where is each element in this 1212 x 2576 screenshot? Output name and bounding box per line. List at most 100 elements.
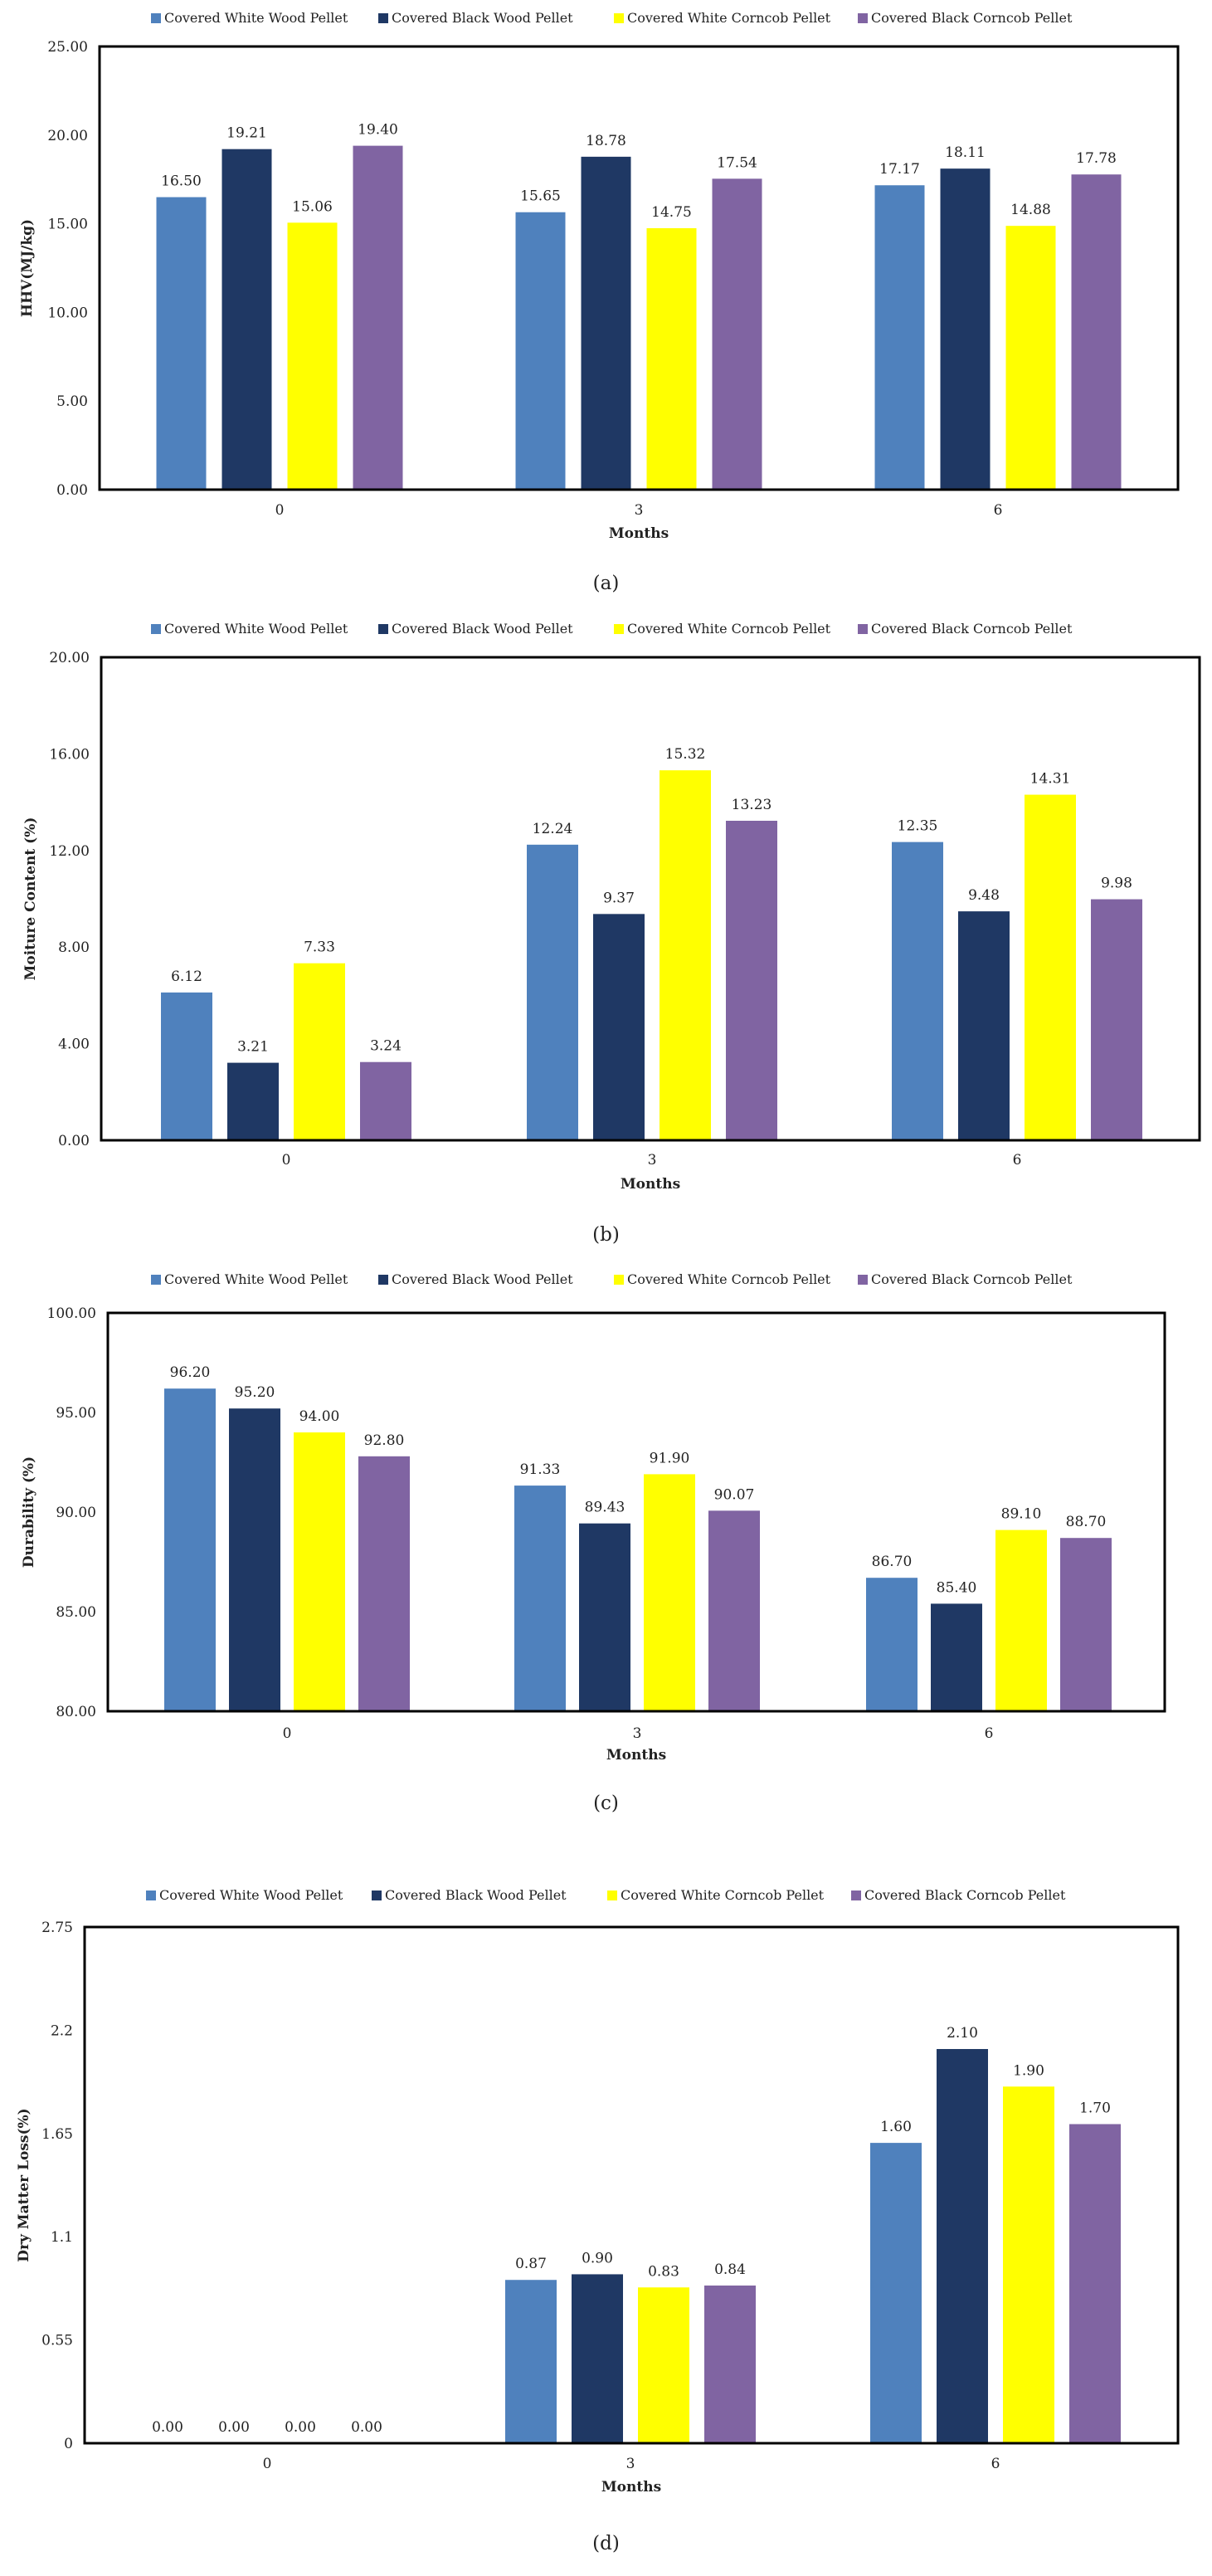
x-tick-label: 6 xyxy=(994,502,1003,519)
legend-label: Covered White Corncob Pellet xyxy=(627,621,831,637)
data-label: 94.00 xyxy=(299,1408,340,1425)
bar xyxy=(1025,794,1076,1140)
legend-label: Covered Black Corncob Pellet xyxy=(871,621,1073,637)
legend-swatch xyxy=(378,1275,388,1285)
bar xyxy=(227,1062,279,1140)
y-axis-label: HHV(MJ/kg) xyxy=(19,219,36,317)
legend-swatch xyxy=(151,13,161,23)
caption-a: (a) xyxy=(592,573,620,594)
bar xyxy=(581,156,631,490)
x-axis-label: Months xyxy=(601,2479,661,2496)
data-label: 95.20 xyxy=(235,1384,275,1401)
legend-swatch xyxy=(614,13,624,23)
legend-swatch xyxy=(146,1891,156,1900)
bar xyxy=(708,1510,760,1711)
data-label: 86.70 xyxy=(872,1554,913,1570)
data-label: 89.10 xyxy=(1001,1506,1042,1523)
data-label: 9.98 xyxy=(1101,876,1132,892)
bar xyxy=(515,212,566,490)
bar xyxy=(995,1530,1047,1711)
data-label: 0.83 xyxy=(648,2263,679,2280)
legend-swatch xyxy=(858,624,868,634)
bar xyxy=(704,2286,756,2443)
data-label: 7.33 xyxy=(304,939,335,956)
data-label: 17.54 xyxy=(717,154,757,171)
data-label: 1.70 xyxy=(1079,2100,1111,2116)
data-label: 15.32 xyxy=(665,746,706,763)
data-label: 2.10 xyxy=(947,2025,978,2042)
legend-label: Covered Black Wood Pellet xyxy=(392,1271,573,1287)
chart-panel-b: Covered White Wood Pellet Covered Black W… xyxy=(0,606,1212,1246)
y-tick-label: 80.00 xyxy=(56,1704,96,1720)
y-tick-label: 10.00 xyxy=(47,305,88,321)
y-tick-label: 100.00 xyxy=(47,1305,96,1322)
y-tick-label: 1.1 xyxy=(51,2229,73,2246)
y-tick-label: 0.55 xyxy=(41,2333,73,2349)
data-label: 18.78 xyxy=(586,133,626,149)
y-tick-label: 15.00 xyxy=(47,217,88,233)
y-tick-label: 2.2 xyxy=(51,2022,73,2039)
data-label: 0.00 xyxy=(152,2419,183,2436)
bar xyxy=(937,2049,988,2443)
hhv-chart: Covered White Wood Pellet Covered Black W… xyxy=(19,10,1180,542)
legend-label: Covered White Corncob Pellet xyxy=(621,1887,825,1903)
bar xyxy=(870,2143,922,2443)
x-tick-label: 6 xyxy=(991,2456,1000,2472)
data-label: 9.37 xyxy=(603,890,635,906)
data-label: 89.43 xyxy=(585,1500,625,1516)
x-tick-label: 3 xyxy=(626,2456,635,2472)
data-label: 91.90 xyxy=(650,1450,690,1466)
data-label: 85.40 xyxy=(937,1579,977,1596)
bar xyxy=(866,1578,918,1711)
bar xyxy=(505,2280,557,2443)
legend-label: Covered White Wood Pellet xyxy=(164,10,348,26)
bar xyxy=(579,1523,630,1711)
data-label: 12.24 xyxy=(533,821,573,837)
data-label: 13.23 xyxy=(732,797,772,813)
data-label: 14.31 xyxy=(1030,771,1071,788)
legend-swatch xyxy=(372,1891,382,1900)
y-tick-label: 0.00 xyxy=(58,1133,90,1149)
bar xyxy=(358,1456,410,1711)
chart-panel-a: Covered White Wood Pellet Covered Black W… xyxy=(0,0,1212,606)
data-label: 0.84 xyxy=(714,2261,746,2278)
bar xyxy=(1091,899,1142,1140)
x-tick-label: 6 xyxy=(1013,1152,1022,1168)
y-tick-label: 85.00 xyxy=(56,1604,96,1621)
legend-swatch xyxy=(858,1275,868,1285)
data-label: 1.90 xyxy=(1013,2062,1044,2079)
x-tick-label: 3 xyxy=(648,1152,657,1168)
bar xyxy=(572,2274,623,2443)
data-label: 15.65 xyxy=(520,188,561,205)
data-label: 3.24 xyxy=(370,1038,402,1055)
bar xyxy=(712,178,762,490)
x-tick-label: 6 xyxy=(985,1725,994,1742)
y-tick-label: 90.00 xyxy=(56,1505,96,1521)
data-label: 17.78 xyxy=(1076,150,1117,167)
bar xyxy=(1060,1538,1112,1711)
bar xyxy=(593,914,645,1140)
plot-frame xyxy=(106,1311,1166,1713)
legend-swatch xyxy=(614,1275,624,1285)
legend-label: Covered White Corncob Pellet xyxy=(627,1271,831,1287)
legend-label: Covered White Wood Pellet xyxy=(159,1887,343,1903)
y-tick-label: 4.00 xyxy=(58,1037,90,1053)
data-label: 0.00 xyxy=(351,2419,382,2436)
y-tick-label: 16.00 xyxy=(49,746,90,763)
data-label: 12.35 xyxy=(898,818,938,835)
bar xyxy=(161,992,212,1140)
data-label: 0.00 xyxy=(285,2419,316,2436)
legend-label: Covered Black Corncob Pellet xyxy=(871,1271,1073,1287)
legend-swatch xyxy=(151,1275,161,1285)
x-tick-label: 0 xyxy=(283,1725,292,1742)
bar xyxy=(353,145,403,490)
bar xyxy=(1003,2086,1054,2443)
y-tick-label: 5.00 xyxy=(56,393,88,410)
bar xyxy=(294,1432,345,1711)
y-tick-label: 0.00 xyxy=(56,482,88,499)
caption-b: (b) xyxy=(592,1224,620,1246)
legend-swatch xyxy=(858,13,868,23)
data-label: 6.12 xyxy=(171,968,202,985)
legend-label: Covered White Wood Pellet xyxy=(164,621,348,637)
y-tick-label: 0 xyxy=(64,2436,73,2452)
